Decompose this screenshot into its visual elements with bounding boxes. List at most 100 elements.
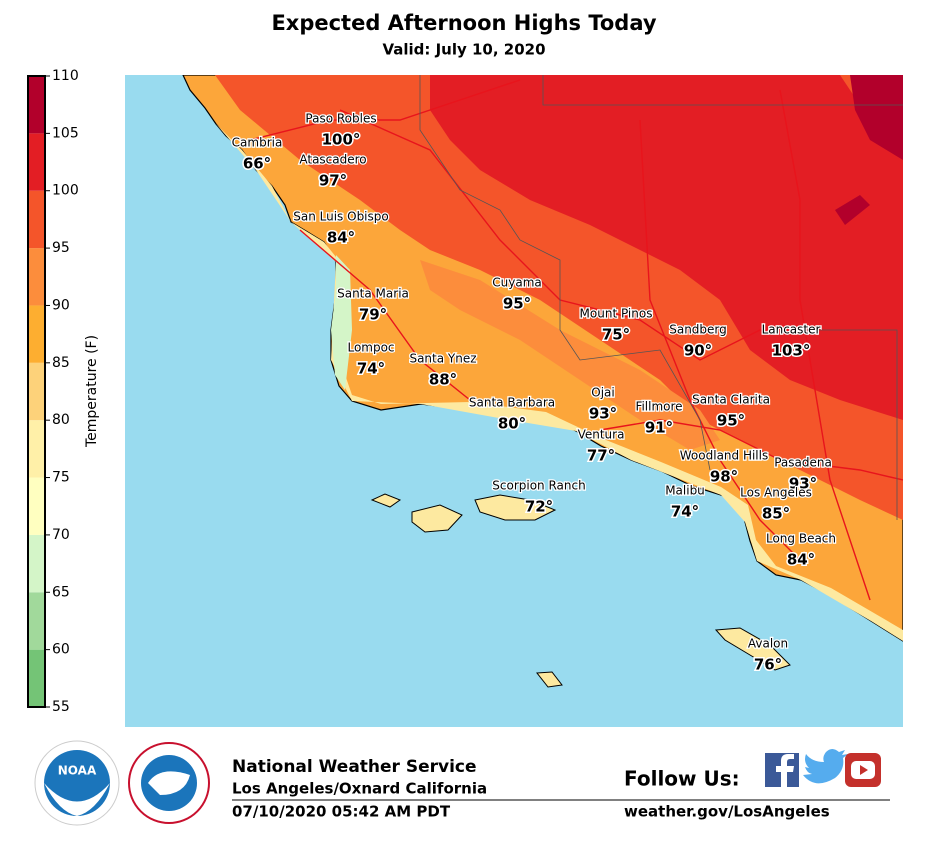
city-temp: 66° [243,155,271,173]
city-temp: 72° [525,498,553,516]
city-temp: 74° [357,360,385,378]
colorbar-tick-label: 60 [52,642,70,658]
city-temp: 88° [429,371,457,389]
cool-zone [331,255,352,390]
nws-cloud [148,771,190,795]
city-name: San Luis Obispo [293,210,388,224]
city-temp: 85° [762,505,790,523]
city-name: Ojai [591,386,614,400]
city-name: Los Angeles [740,486,812,500]
org-name: National Weather Service [232,757,477,777]
youtube-play [860,765,868,775]
city-temp: 91° [645,419,673,437]
footer: NOAA National Weather Service Los Angele… [34,740,890,826]
city-name: Avalon [748,637,788,651]
noaa-text: NOAA [58,764,97,778]
island [714,627,791,671]
city-temp: 74° [671,503,699,521]
colorbar-tick-label: 95 [52,240,70,256]
island [370,493,402,508]
city-name: Paso Robles [305,112,376,126]
city-name: Lompoc [347,341,394,355]
colorbar-band [28,420,45,478]
colorbar-tick-label: 65 [52,584,70,600]
city-name: Malibu [665,484,705,498]
city-name: Santa Barbara [469,396,555,410]
city-name: Ventura [578,428,625,442]
city-name: Long Beach [766,532,836,546]
city-temp: 95° [717,412,745,430]
url[interactable]: weather.gov/LosAngeles [624,803,830,821]
city-name: Mount Pinos [580,307,653,321]
colorbar-band [28,190,45,249]
colorbar-band [28,477,45,535]
island [536,671,563,688]
colorbar-band [28,133,45,191]
timestamp: 07/10/2020 05:42 AM PDT [232,803,451,821]
city-temp: 84° [327,229,355,247]
colorbar-label: Temperature (F) [84,335,100,448]
twitter-icon[interactable] [803,749,848,784]
city-name: Fillmore [635,400,682,414]
subtitle: Valid: July 10, 2020 [382,41,545,59]
very-hot-zone [430,75,903,420]
city-temp: 76° [754,656,782,674]
colorbar-tick-label: 70 [52,527,70,543]
city-temp: 98° [710,468,738,486]
city-name: Santa Maria [337,287,409,301]
city-name: Lancaster [762,323,821,337]
city-name: Atascadero [299,153,366,167]
city-temp: 95° [503,295,531,313]
extreme-zone [835,195,870,225]
hot-zone [420,260,720,450]
follow-text: Follow Us: [624,767,740,791]
city-temp: 93° [589,405,617,423]
colorbar-tick-label: 100 [52,183,79,199]
colorbar-band [28,305,45,363]
county-lines [419,75,903,520]
title: Expected Afternoon Highs Today [271,11,656,35]
colorbar-tick-label: 110 [52,68,79,84]
city-temp: 79° [359,306,387,324]
facebook-glyph [776,754,794,787]
roads [249,79,903,601]
colorbar: 55 60 65 70 75 80 85 90 95 100 105 110 [27,68,79,715]
island [474,494,557,521]
city-name: Cambria [232,136,283,150]
colorbar-tick-label: 75 [52,470,70,486]
map: Paso Robles 100° Cambria 66° Atascadero 97° Sa… [125,75,903,727]
colorbar-band [28,248,45,306]
colorbar-band [28,534,45,593]
city-temp: 93° [789,475,817,493]
noaa-wave [44,783,110,816]
colorbar-band [28,592,45,650]
city-name: Santa Clarita [692,393,770,407]
city-name: Cuyama [492,276,541,290]
city-temp: 97° [319,172,347,190]
city-name: Woodland Hills [680,449,768,463]
city-temp: 84° [787,551,815,569]
colorbar-tick-label: 90 [52,297,70,313]
colorbar-tick-label: 85 [52,355,70,371]
colorbar-frame [27,75,46,708]
colorbar-tick-label: 80 [52,412,70,428]
city-temp: 77° [587,447,615,465]
extreme-zone [850,75,903,160]
city-name: Sandberg [669,323,727,337]
city-temp: 75° [602,326,630,344]
city-name: Santa Ynez [409,352,476,366]
city-temp: 103° [772,342,811,360]
city-name: Scorpion Ranch [492,479,585,493]
city-temp: 80° [498,415,526,433]
island [411,504,463,533]
office-name: Los Angeles/Oxnard California [232,780,487,798]
colorbar-band [28,362,45,421]
colorbar-tick-label: 55 [52,699,70,715]
colorbar-tick-label: 105 [52,125,79,141]
colorbar-band [28,649,45,707]
city-temp: 90° [684,342,712,360]
city-name: Pasadena [774,456,832,470]
city-temp: 100° [322,131,361,149]
colorbar-band [28,76,45,134]
